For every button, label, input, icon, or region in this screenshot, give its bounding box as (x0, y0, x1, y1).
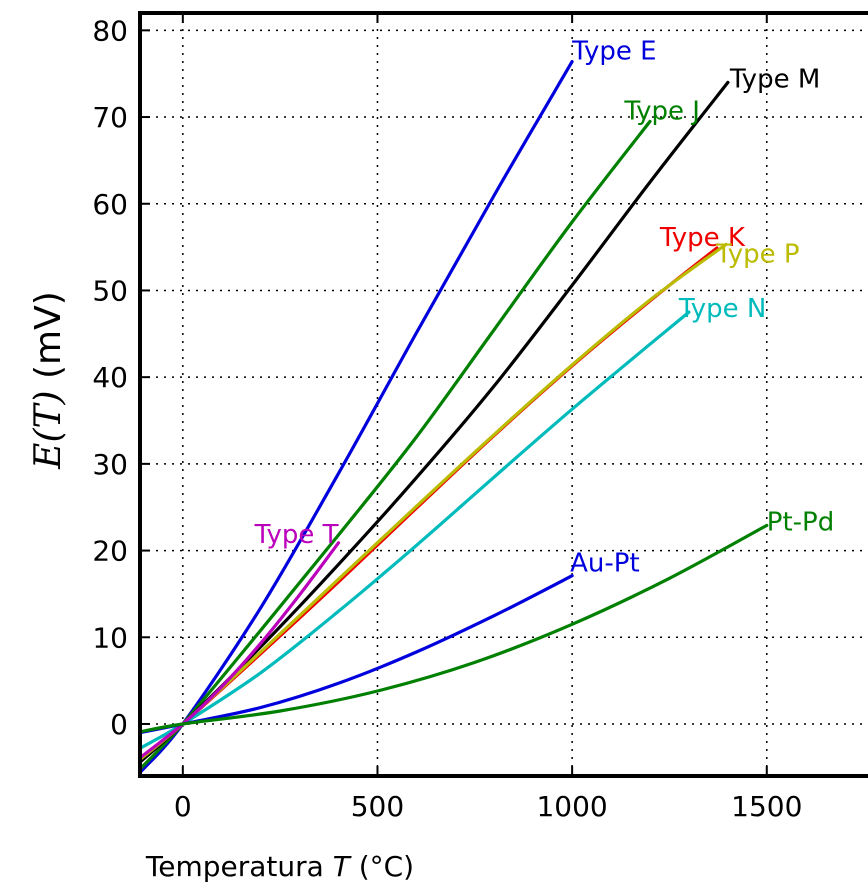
tick-layer: 0 500 1000 1500 0 10 20 30 40 50 60 70 80 (92, 13, 802, 823)
x-tick-label: 1000 (536, 790, 607, 823)
series-line-type-e (138, 60, 574, 775)
series-line-pt-pd (138, 523, 769, 734)
y-tick-label: 50 (92, 274, 128, 307)
y-tick-label: 70 (92, 101, 128, 134)
series-label-type-m: Type M (729, 64, 820, 94)
x-axis-label-prefix: Temperatura (145, 850, 333, 883)
series-line-type-t (138, 541, 341, 760)
series-label-type-k: Type K (659, 223, 746, 253)
y-axis-label: E(T) (mV) (28, 291, 69, 470)
y-tick-label: 10 (92, 621, 128, 654)
x-axis-label-variable: T (333, 850, 352, 883)
x-axis-label-unit: (°C) (350, 850, 414, 883)
y-tick-label: 0 (110, 708, 128, 741)
y-axis-label-math: E(T) (28, 390, 69, 469)
series-line-type-j (138, 119, 652, 771)
x-tick-label: 500 (351, 790, 404, 823)
x-tick-label: 1500 (731, 790, 802, 823)
y-tick-label: 30 (92, 448, 128, 481)
series-label-type-j: Type J (623, 96, 700, 126)
y-tick-label: 80 (92, 14, 128, 47)
grid-layer (140, 13, 868, 776)
x-axis-label: Temperatura T (°C) (145, 850, 414, 883)
series-label-type-p: Type P (715, 240, 800, 270)
series-label-pt-pd: Pt-Pd (767, 507, 834, 537)
series-label-au-pt: Au-Pt (570, 549, 640, 579)
series-layer (138, 60, 769, 775)
y-axis-label-spacer (28, 379, 69, 390)
y-tick-label: 60 (92, 188, 128, 221)
axes-frame (138, 11, 868, 778)
series-label-type-n: Type N (678, 294, 766, 324)
y-tick-label: 40 (92, 361, 128, 394)
series-label-type-t: Type T (254, 520, 339, 550)
y-axis-label-unit: (mV) (28, 291, 69, 379)
y-tick-label: 20 (92, 535, 128, 568)
series-label-type-e: Type E (571, 37, 656, 67)
x-tick-label: 0 (174, 790, 192, 823)
series-line-type-n (138, 310, 691, 750)
